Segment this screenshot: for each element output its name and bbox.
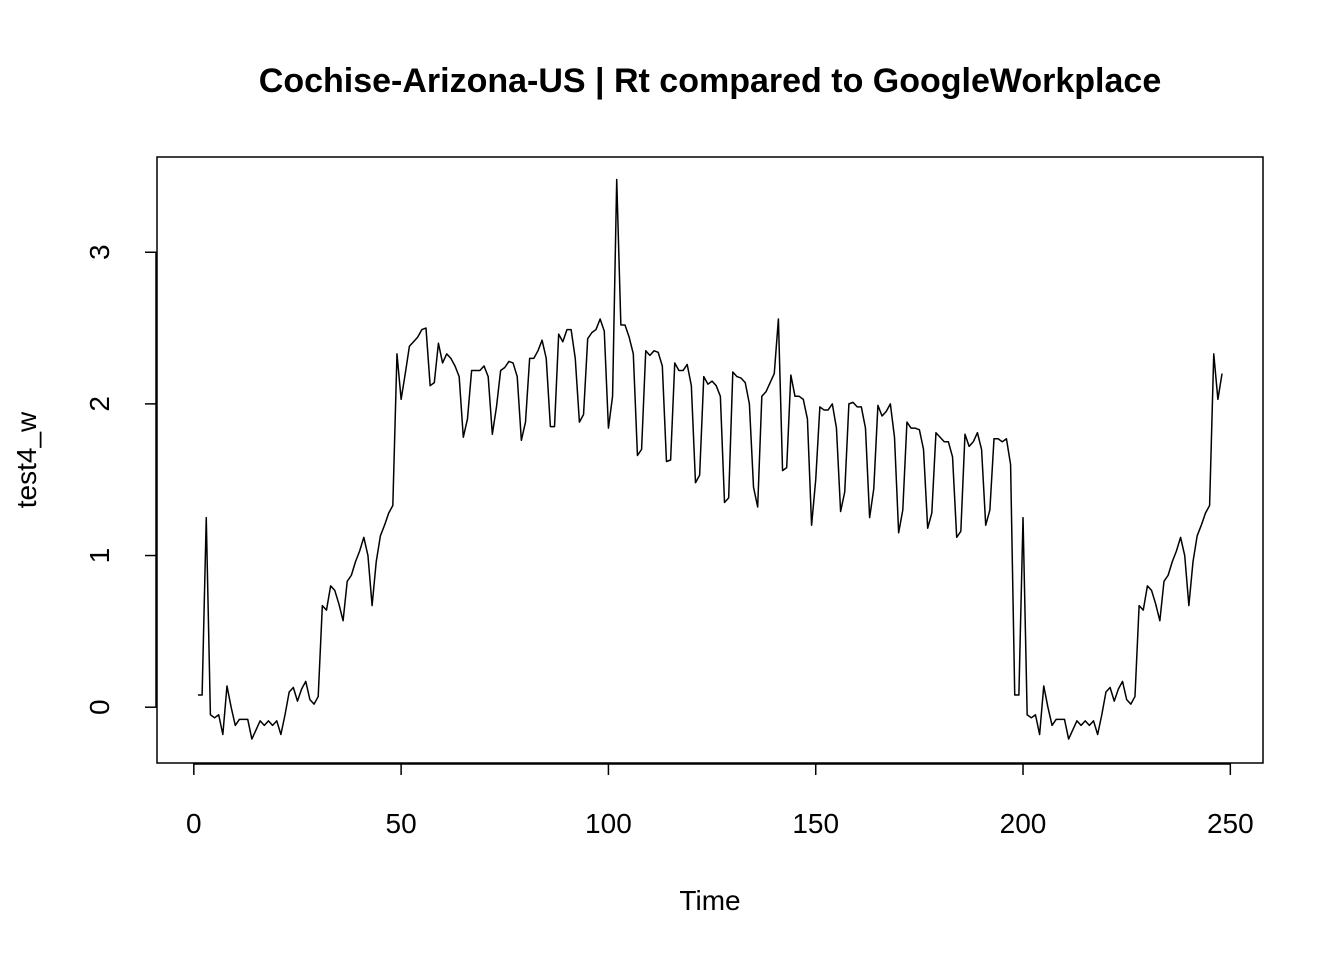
plot-box: [156, 156, 1264, 764]
x-tick-label: 0: [186, 808, 202, 839]
x-tick-label: 50: [386, 808, 417, 839]
x-tick-label: 200: [1000, 808, 1047, 839]
x-tick-label: 250: [1207, 808, 1254, 839]
y-tick-label: 2: [84, 396, 115, 412]
chart-title: Cochise-Arizona-US | Rt compared to Goog…: [259, 62, 1161, 100]
data-line: [197, 178, 1223, 740]
y-axis-label: test4_w: [11, 411, 42, 508]
x-axis-label: Time: [679, 885, 740, 916]
y-tick-label: 1: [84, 548, 115, 564]
y-tick-label: 3: [84, 244, 115, 260]
y-tick-label: 0: [84, 699, 115, 715]
x-tick-label: 100: [585, 808, 632, 839]
x-tick-label: 150: [792, 808, 839, 839]
